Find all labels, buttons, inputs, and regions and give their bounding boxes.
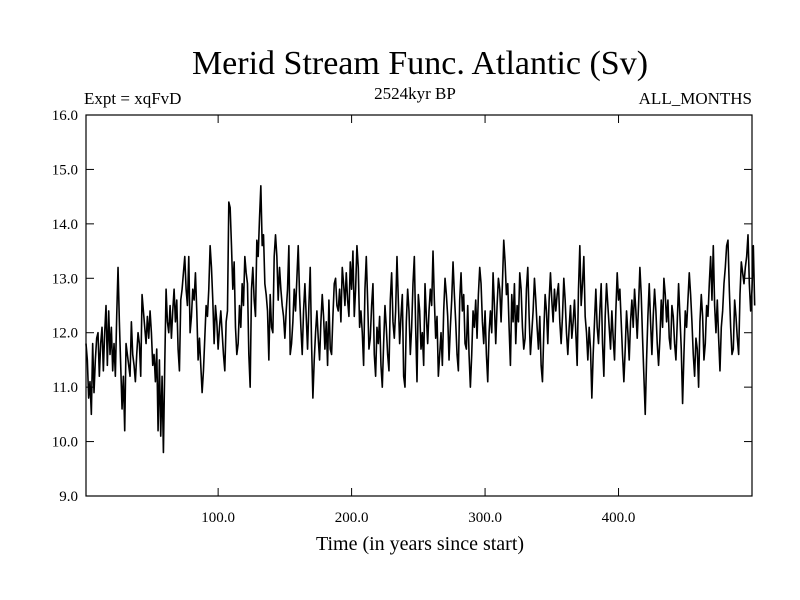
y-tick-label: 14.0 xyxy=(52,217,78,233)
y-tick-label: 10.0 xyxy=(52,435,78,451)
x-tick-label: 300.0 xyxy=(468,510,502,526)
x-axis-label: Time (in years since start) xyxy=(316,533,524,555)
x-tick-label: 400.0 xyxy=(602,510,636,526)
y-tick-label: 11.0 xyxy=(52,380,78,396)
y-tick-label: 9.0 xyxy=(59,489,78,505)
plot-frame xyxy=(85,114,753,497)
y-tick-label: 12.0 xyxy=(52,326,78,342)
y-tick-label: 16.0 xyxy=(52,108,78,124)
period-subtitle: 2524kyr BP xyxy=(374,84,456,103)
y-tick-label: 15.0 xyxy=(52,162,78,178)
x-tick-label: 200.0 xyxy=(335,510,369,526)
experiment-label: Expt = xqFvD xyxy=(84,89,181,108)
months-label: ALL_MONTHS xyxy=(639,89,752,108)
plot-area: 9.0 10.0 11.0 12.0 13.0 14.0 15.0 16.0 100.0 200.… xyxy=(52,108,756,526)
y-tick-label: 13.0 xyxy=(52,271,78,287)
chart-title: Merid Stream Func. Atlantic (Sv) xyxy=(192,45,648,82)
x-tick-label: 100.0 xyxy=(201,510,235,526)
series-line-0 xyxy=(85,184,756,454)
